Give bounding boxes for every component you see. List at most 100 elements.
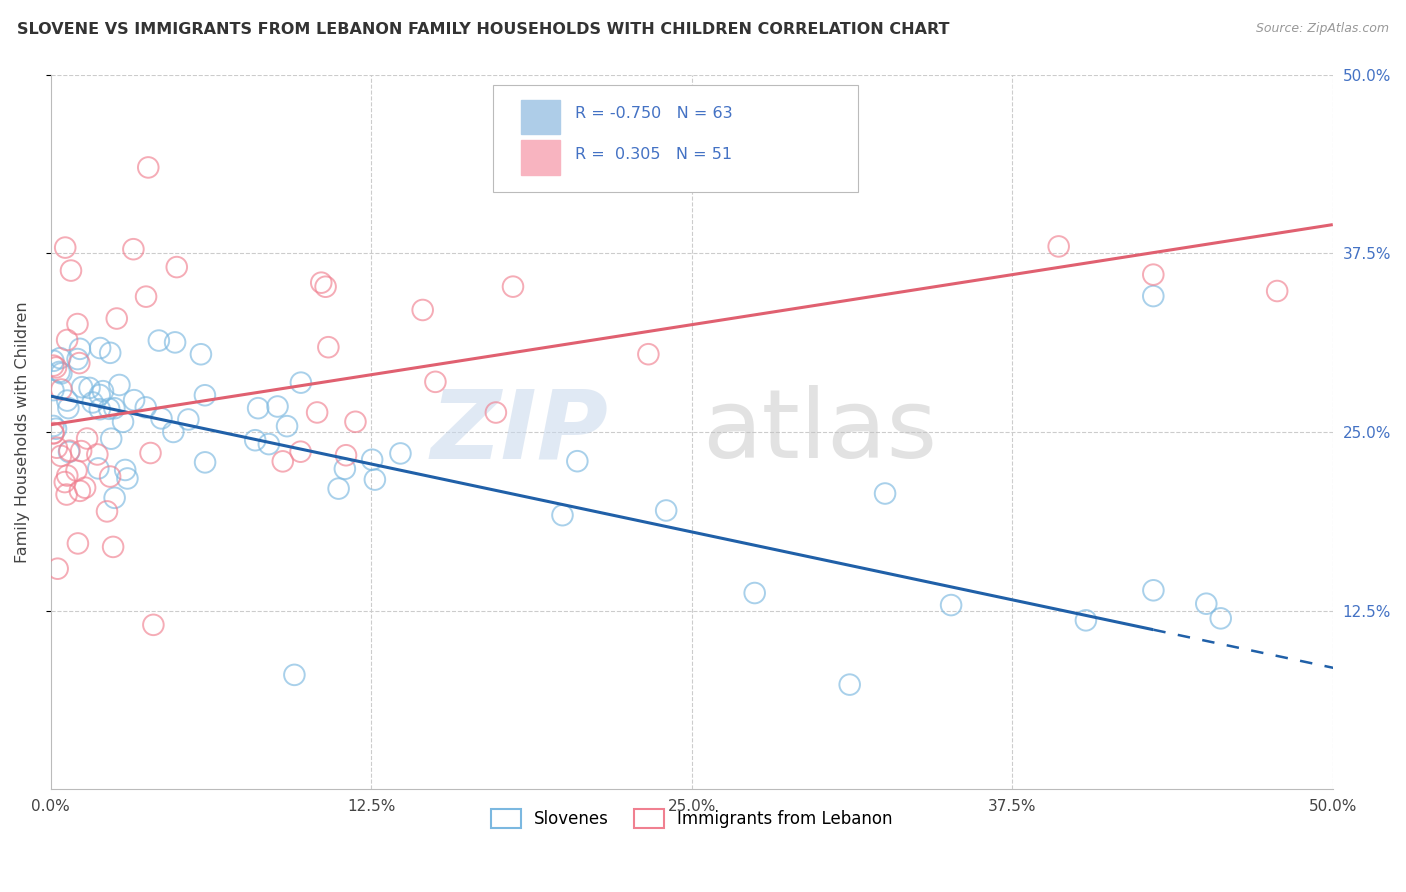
Text: atlas: atlas xyxy=(703,385,938,478)
Point xyxy=(45,360,67,375)
Point xyxy=(70,444,93,458)
Point xyxy=(307,405,329,419)
Legend: Slovenes, Immigrants from Lebanon: Slovenes, Immigrants from Lebanon xyxy=(484,802,900,835)
Point xyxy=(165,335,187,350)
Point xyxy=(190,347,212,361)
Point xyxy=(66,352,89,367)
Point xyxy=(42,383,65,397)
Point xyxy=(873,486,896,500)
Point xyxy=(389,446,412,460)
Point xyxy=(142,617,165,632)
Point xyxy=(69,483,91,498)
Point xyxy=(67,356,90,370)
Point xyxy=(58,445,80,459)
Point xyxy=(318,340,340,354)
Point xyxy=(49,351,72,366)
Point xyxy=(744,586,766,600)
Point xyxy=(79,381,101,395)
Point xyxy=(59,263,82,277)
Point xyxy=(939,598,962,612)
Point xyxy=(86,447,108,461)
Point xyxy=(162,425,184,439)
Point xyxy=(637,347,659,361)
Point xyxy=(148,334,170,348)
Point xyxy=(76,432,98,446)
Point xyxy=(87,461,110,475)
Point xyxy=(838,678,860,692)
Point xyxy=(66,317,89,331)
Point xyxy=(89,388,111,402)
Point xyxy=(655,503,678,517)
Point xyxy=(315,279,337,293)
Text: SLOVENE VS IMMIGRANTS FROM LEBANON FAMILY HOUSEHOLDS WITH CHILDREN CORRELATION C: SLOVENE VS IMMIGRANTS FROM LEBANON FAMIL… xyxy=(17,22,949,37)
Point xyxy=(91,384,114,399)
Point xyxy=(139,446,162,460)
Point xyxy=(49,449,72,463)
Point xyxy=(567,454,589,468)
Point xyxy=(177,412,200,426)
Point xyxy=(46,562,69,576)
Point xyxy=(364,473,387,487)
Point xyxy=(48,365,70,379)
Point xyxy=(194,388,217,402)
Point xyxy=(257,437,280,451)
Point xyxy=(56,333,79,347)
Point xyxy=(45,441,67,455)
Text: R =  0.305   N = 51: R = 0.305 N = 51 xyxy=(575,147,733,162)
Point xyxy=(42,425,65,440)
Point xyxy=(412,303,434,318)
Point xyxy=(58,401,80,415)
Point xyxy=(66,536,89,550)
Point xyxy=(333,462,356,476)
Point xyxy=(122,393,145,408)
Point xyxy=(53,475,76,489)
Point xyxy=(51,383,73,397)
Point xyxy=(51,367,73,381)
Point xyxy=(98,401,121,416)
Point xyxy=(245,434,267,448)
Point xyxy=(309,276,332,290)
Point xyxy=(502,279,524,293)
Bar xyxy=(522,140,560,175)
Y-axis label: Family Households with Children: Family Households with Children xyxy=(15,301,30,563)
Point xyxy=(96,504,118,518)
Point xyxy=(1209,611,1232,625)
Point xyxy=(98,469,121,483)
Point xyxy=(101,540,124,554)
Point xyxy=(75,481,97,495)
Point xyxy=(485,405,508,419)
Point xyxy=(1265,284,1288,298)
Point xyxy=(42,359,65,373)
Point xyxy=(105,311,128,326)
Bar xyxy=(522,100,560,134)
Point xyxy=(65,464,87,478)
Point xyxy=(1195,597,1218,611)
Point xyxy=(1074,613,1097,627)
Point xyxy=(112,415,135,429)
FancyBboxPatch shape xyxy=(494,86,859,193)
Point xyxy=(335,448,357,462)
Point xyxy=(42,353,65,368)
Point xyxy=(122,242,145,256)
Point xyxy=(45,422,67,436)
Point xyxy=(89,341,111,355)
Point xyxy=(135,290,157,304)
Text: R = -0.750   N = 63: R = -0.750 N = 63 xyxy=(575,106,733,121)
Point xyxy=(55,487,77,501)
Point xyxy=(103,401,125,416)
Point xyxy=(70,380,93,394)
Point xyxy=(56,468,79,483)
Point xyxy=(104,491,127,505)
Point xyxy=(89,402,111,417)
Point xyxy=(56,393,79,408)
Point xyxy=(82,395,104,409)
Point xyxy=(290,444,312,458)
Point xyxy=(53,241,76,255)
Point xyxy=(100,432,122,446)
Point xyxy=(668,161,690,175)
Point xyxy=(276,419,298,434)
Point xyxy=(247,401,270,416)
Point xyxy=(136,161,159,175)
Point xyxy=(117,471,139,485)
Text: Source: ZipAtlas.com: Source: ZipAtlas.com xyxy=(1256,22,1389,36)
